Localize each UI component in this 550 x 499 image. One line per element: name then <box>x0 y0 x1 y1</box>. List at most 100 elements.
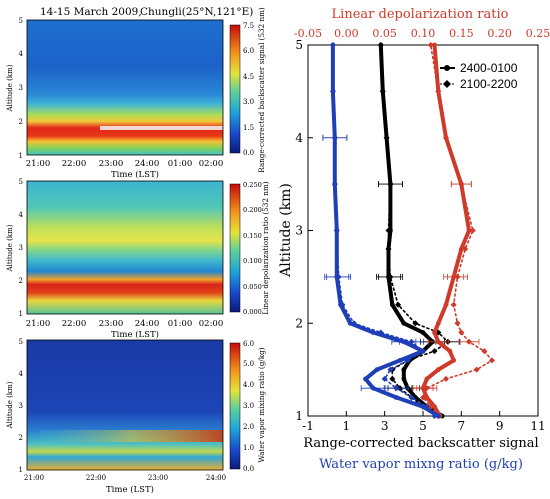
series-marker <box>427 42 434 48</box>
cbar-tick: 3.0 <box>243 98 254 106</box>
series-marker <box>435 367 441 373</box>
top-tick-label: 0.20 <box>487 27 512 40</box>
legend-label: 2400-0100 <box>460 61 518 75</box>
ytick-label: 5 <box>19 17 23 25</box>
y-tick-label: 4 <box>295 131 303 145</box>
colorbar-backscatter-ticks: 0.0 1.5 3.0 4.5 6.0 7.5 <box>243 22 254 157</box>
top-tick-label: -0.05 <box>294 27 322 40</box>
panel-depolarization-yticks: 1 2 3 4 5 <box>19 178 24 318</box>
bottom-tick-label: 1 <box>343 419 351 433</box>
ytick-label: 2 <box>19 277 23 285</box>
ytick-label: 2 <box>19 434 23 442</box>
cbar-tick: 6.0 <box>243 47 254 55</box>
cbar-tick: 0.150 <box>243 232 262 240</box>
series-marker <box>377 42 384 48</box>
series-marker <box>387 366 394 373</box>
series-marker <box>385 246 392 253</box>
panel-backscatter-xticks: 21:00 22:00 23:00 24:00 01:00 02:00 <box>26 159 224 169</box>
legend-marker-diamond <box>443 80 451 88</box>
ytick-label: 5 <box>19 338 23 346</box>
series-marker <box>331 181 338 188</box>
heatmap-water-vapor <box>27 340 223 470</box>
xtick-label: 23:00 <box>148 474 168 482</box>
panel-depolarization-xticks: 21:00 22:00 23:00 24:00 01:00 02:00 <box>26 319 224 329</box>
series-marker <box>435 413 441 419</box>
xtick-label: 01:00 <box>168 319 193 329</box>
series-marker <box>469 227 476 234</box>
heatmap-backscatter <box>27 20 223 155</box>
cbar-tick: 2.0 <box>243 423 254 431</box>
series-marker <box>412 320 419 327</box>
profiles-frame <box>307 44 539 417</box>
ytick-label: 1 <box>19 310 23 318</box>
bottom-tick-label: 7 <box>458 419 466 433</box>
ytick-label: 3 <box>19 244 23 252</box>
panel-profiles: Linear depolarization ratio -0.05 0.00 0.0… <box>278 7 550 472</box>
series-marker <box>447 348 453 354</box>
series-marker <box>397 357 403 363</box>
ytick-label: 2 <box>19 118 23 126</box>
xtick-label: 22:00 <box>62 159 87 169</box>
top-axis-label: Linear depolarization ratio <box>332 7 509 22</box>
xtick-label: 24:00 <box>135 319 160 329</box>
series-marker <box>339 301 346 308</box>
series-marker <box>351 320 357 327</box>
series-marker <box>381 375 388 382</box>
cbar-tick: 6.0 <box>243 340 254 348</box>
ytick-label: 3 <box>19 402 23 410</box>
series-marker <box>450 301 457 308</box>
cbar-tick: 0.100 <box>243 257 262 265</box>
series-marker <box>432 330 437 335</box>
bottom-axis-label: Range-corrected backscatter signal <box>303 436 538 451</box>
series-marker <box>424 376 430 382</box>
ytick-label: 1 <box>19 152 23 160</box>
series-marker <box>462 246 469 253</box>
panel-backscatter-yticks: 1 2 3 4 5 <box>19 17 24 160</box>
series-marker <box>347 320 353 326</box>
series-marker <box>443 375 449 382</box>
series-marker <box>466 228 472 233</box>
ytick-label: 1 <box>19 466 23 474</box>
series-marker <box>385 227 392 234</box>
legend-label: 2100-2200 <box>460 77 518 91</box>
colorbar-depolarization-label: Linear depolarization ratio (532 nm) <box>261 181 270 314</box>
series-marker <box>420 394 426 401</box>
bottom-tick-label: 9 <box>496 419 504 433</box>
series-marker <box>389 375 396 382</box>
xtick-label: 02:00 <box>199 159 224 169</box>
series-marker <box>481 348 488 355</box>
xtick-label: 21:00 <box>26 159 51 169</box>
xtick-label: 01:00 <box>168 159 193 169</box>
ytick-label: 3 <box>19 84 23 92</box>
xtick-label: 23:00 <box>99 319 124 329</box>
cbar-tick: 3.0 <box>243 402 254 410</box>
cbar-tick: 7.5 <box>243 22 254 30</box>
colorbar-water-vapor-ticks: 0.0 1.0 2.0 3.0 4.0 5.0 6.0 <box>243 340 254 473</box>
xtick-label: 23:00 <box>99 159 124 169</box>
series-marker <box>401 376 407 382</box>
series-marker <box>473 366 480 373</box>
heatmap-depolarization <box>27 181 223 314</box>
series-marker <box>435 88 442 95</box>
colorbar-backscatter <box>229 24 241 154</box>
colorbar-water-vapor-label: Water vapor mixing ratio (g/kg) <box>257 347 266 462</box>
top-tick-label: 0.10 <box>411 27 436 40</box>
profiles-ylabel: Altitude (km) <box>278 183 294 278</box>
y-tick-label: 2 <box>295 316 303 330</box>
series-marker <box>401 320 407 326</box>
heatmap-water-vapor-band <box>40 430 223 442</box>
panel-depolarization-ylabel: Altitude (km) <box>6 224 14 272</box>
series-marker <box>420 330 426 335</box>
bottom-tick-label: 3 <box>381 419 389 433</box>
panel-water-vapor: Altitude (km) 1 2 3 4 5 21:00 22:00 23:0… <box>6 338 266 495</box>
profiles-yticks: 1 2 3 4 5 <box>295 38 303 423</box>
series-marker <box>401 367 407 373</box>
legend-marker-circle <box>444 65 450 71</box>
panel-water-vapor-frame <box>26 339 224 471</box>
xtick-label: 22:00 <box>62 319 87 329</box>
series-marker <box>432 42 437 48</box>
panel-water-vapor-xlabel: Time (LST) <box>106 484 154 495</box>
cbar-tick: 0.200 <box>243 206 262 214</box>
figure-date: 14-15 March 2009, <box>40 6 142 18</box>
